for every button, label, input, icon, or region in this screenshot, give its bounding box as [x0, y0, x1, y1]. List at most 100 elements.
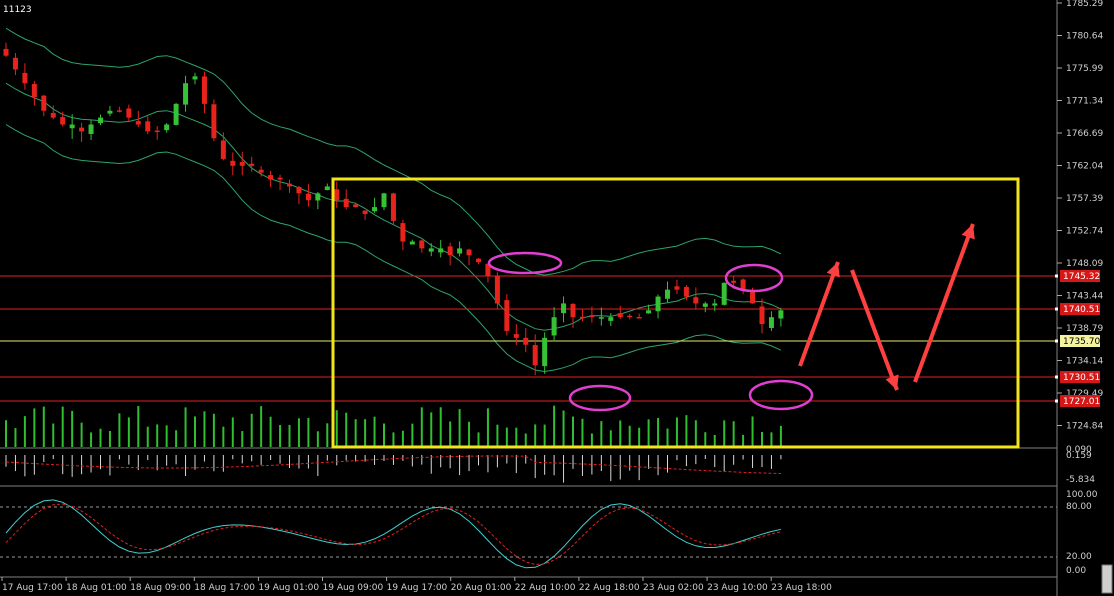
support-circle-left: [568, 384, 632, 412]
candle-body: [164, 124, 170, 131]
candle-body: [305, 193, 311, 201]
candle-body: [617, 313, 623, 318]
level-price-tags: 1745.32 1740.51 1735.70 1730.51 1727.01: [1055, 270, 1100, 407]
level-tag-marker: [1055, 307, 1058, 311]
candle-body: [693, 297, 699, 304]
candle-body: [561, 303, 567, 314]
level-tag-bg: [1060, 371, 1100, 383]
projection-arrow-shaft: [913, 223, 975, 383]
candle-body: [768, 317, 774, 328]
scroll-handle[interactable]: [1101, 564, 1113, 594]
candle-body: [447, 246, 453, 256]
candle-body: [79, 127, 85, 132]
stoch-k-line: [5, 499, 782, 569]
resistance-circle-right: [724, 263, 784, 293]
price-tick-label: 1766.69: [1066, 129, 1103, 139]
projection-arrow-shaft: [798, 261, 840, 367]
candle-body: [334, 189, 340, 201]
time-tick-label: 18 Aug 09:00: [130, 583, 191, 593]
level-tag-bg: [1060, 395, 1100, 407]
candle-body: [98, 117, 103, 124]
time-tick-label: 23 Aug 02:00: [643, 583, 704, 593]
stoch-axis-label: 100.00: [1066, 490, 1098, 500]
candle-body: [324, 186, 330, 191]
projection-arrow-head: [885, 374, 899, 390]
time-tick-label: 22 Aug 18:00: [579, 583, 640, 593]
stoch-axis-label: 0.00: [1066, 566, 1086, 576]
macd-axis-label: -5.834: [1066, 475, 1095, 485]
candle-body: [457, 248, 463, 254]
price-panel[interactable]: [0, 0, 1058, 596]
price-tick-label: 1743.44: [1066, 292, 1103, 302]
candle-body: [428, 248, 434, 252]
candle-body: [608, 317, 614, 321]
candle-body: [731, 280, 737, 283]
candle-body: [513, 334, 519, 338]
projection-arrow-head: [961, 224, 975, 240]
level-tag-label: 1727.01: [1063, 397, 1100, 407]
candle-body: [192, 76, 198, 80]
time-tick-label: 22 Aug 10:00: [515, 583, 576, 593]
candle-body: [3, 48, 9, 56]
price-tick-label: 1734.14: [1066, 357, 1103, 367]
candle-body: [201, 76, 207, 104]
candlestick-series: [3, 42, 784, 376]
price-tick-label: 1752.74: [1066, 227, 1103, 237]
price-tick-label: 1762.04: [1066, 162, 1103, 172]
time-tick-label: 20 Aug 01:00: [451, 583, 512, 593]
symbol-label: 11123: [3, 5, 32, 15]
candle-body: [665, 289, 670, 299]
candle-body: [315, 193, 321, 201]
candle-body: [353, 204, 359, 208]
candle-body: [41, 95, 47, 111]
level-tag-label: 1745.32: [1063, 272, 1100, 282]
price-tick-label: 1771.34: [1066, 97, 1103, 107]
candle-body: [655, 296, 661, 312]
candle-body: [372, 207, 378, 212]
price-tick-label: 1775.99: [1066, 64, 1103, 74]
level-tag-bg: [1060, 335, 1100, 347]
level-tag-marker: [1055, 274, 1058, 278]
price-tick-label: 1738.79: [1066, 324, 1103, 334]
candle-body: [598, 317, 604, 319]
price-tick-label: 1785.29: [1066, 0, 1103, 9]
candle-body: [60, 117, 66, 125]
level-tag-bg: [1060, 303, 1100, 315]
macd-axis-label: 0.090: [1066, 445, 1092, 455]
price-tick-label: 1724.84: [1066, 422, 1103, 432]
candle-body: [778, 310, 784, 319]
candle-body: [296, 186, 302, 194]
candle-body: [268, 175, 274, 180]
candle-body: [532, 345, 538, 366]
candle-body: [466, 249, 472, 256]
candle-body: [220, 140, 226, 159]
candle-body: [750, 291, 756, 304]
candle-body: [589, 315, 595, 318]
candle-body: [390, 193, 396, 221]
candle-body: [145, 121, 151, 132]
level-tag-label: 1730.51: [1063, 373, 1100, 383]
price-tick-label: 1729.49: [1066, 389, 1103, 399]
time-tick-label: 17 Aug 17:00: [2, 583, 63, 593]
candle-body: [419, 240, 425, 249]
macd-axis-label: 0.159: [1066, 451, 1092, 461]
time-tick-label: 19 Aug 01:00: [258, 583, 319, 593]
candle-body: [683, 286, 689, 297]
candle-body: [126, 108, 132, 118]
candle-body: [409, 241, 415, 245]
projection-arrow-shaft: [850, 269, 899, 391]
candle-body: [759, 306, 765, 325]
macd-panel: [5, 455, 782, 483]
time-tick-label: 18 Aug 01:00: [66, 583, 127, 593]
candle-body: [50, 112, 56, 118]
candle-body: [12, 57, 18, 70]
candle-body: [494, 276, 500, 304]
time-tick-label: 23 Aug 18:00: [771, 583, 832, 593]
candle-body: [22, 72, 28, 84]
candle-body: [542, 337, 548, 367]
candle-body: [230, 160, 236, 166]
time-tick-label: 23 Aug 10:00: [707, 583, 768, 593]
level-tag-marker: [1055, 375, 1058, 379]
